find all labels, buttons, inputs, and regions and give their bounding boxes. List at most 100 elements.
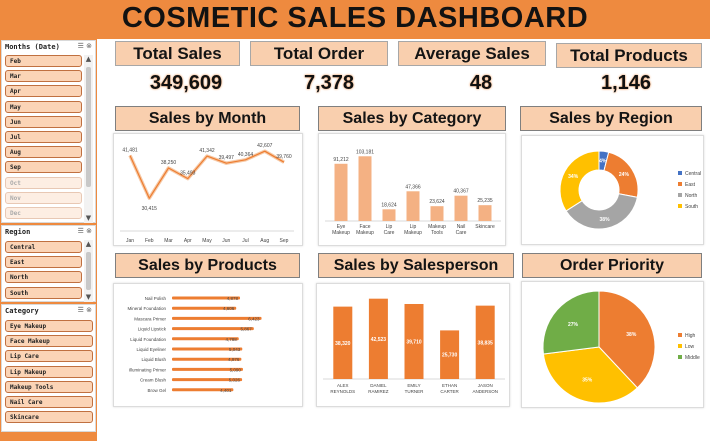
slicer-item-aug[interactable]: Aug xyxy=(5,146,82,159)
category-tick-label: Care xyxy=(384,230,395,236)
slicer-item-nail-care[interactable]: Nail Care xyxy=(5,396,93,408)
scroll-down-icon[interactable]: ▼ xyxy=(85,293,92,301)
salesperson-data-label: 42,523 xyxy=(371,337,387,343)
product-data-label: 4,878 xyxy=(227,296,239,301)
salesperson-tick-label: JASON xyxy=(478,383,493,388)
slicer-item-nov[interactable]: Nov xyxy=(5,191,82,204)
slicer-item-sep[interactable]: Sep xyxy=(5,161,82,174)
month-tick-label: Aug xyxy=(260,238,269,244)
product-data-label: 5,090 xyxy=(230,367,242,372)
product-tick-label: Liquid Eyeliner xyxy=(136,347,166,352)
scroll-up-icon[interactable]: ▲ xyxy=(85,55,92,63)
region-data-label: 34% xyxy=(568,174,579,180)
region-legend-label: North xyxy=(685,193,697,199)
category-slicer-title: Category xyxy=(5,307,39,315)
category-tick-label: Nail xyxy=(457,224,466,230)
month-tick-label: Feb xyxy=(145,238,154,244)
region-slice xyxy=(565,193,638,230)
slicer-filter-icon[interactable]: ☰ ⊗ xyxy=(77,42,92,50)
priority-slice xyxy=(598,290,656,389)
sales-by-category-chart: 91,212EyeMakeup103,181FaceMakeup18,624Li… xyxy=(325,149,501,236)
salesperson-tick-label: REYNOLDS xyxy=(330,389,355,394)
dashboard-title: COSMETIC SALES DASHBOARD xyxy=(121,2,589,34)
region-legend-label: Central xyxy=(685,171,701,177)
product-bar xyxy=(172,316,262,320)
slicer-item-north[interactable]: North xyxy=(5,271,82,284)
slicer-item-oct[interactable]: Oct xyxy=(5,176,82,189)
category-bar xyxy=(358,156,372,221)
slicer-item-apr[interactable]: Apr xyxy=(5,85,82,98)
slicer-item-dec[interactable]: Dec xyxy=(5,207,82,219)
slicer-filter-icon[interactable]: ☰ ⊗ xyxy=(77,227,92,235)
product-tick-label: Mascara Primer xyxy=(134,316,166,321)
category-tick-label: Eye xyxy=(337,224,346,230)
slicer-item-central[interactable]: Central xyxy=(5,241,82,253)
salesperson-tick-label: ALEX xyxy=(337,383,349,388)
product-data-label: 6,423 xyxy=(248,316,260,321)
slicer-filter-icon[interactable]: ☰ ⊗ xyxy=(77,306,92,314)
month-data-label: 40,364 xyxy=(238,152,254,158)
months-scroll-thumb[interactable] xyxy=(86,67,91,187)
slicer-item-may[interactable]: May xyxy=(5,100,82,113)
slicer-item-lip-makeup[interactable]: Lip Makeup xyxy=(5,365,93,378)
month-tick-label: Sep xyxy=(280,238,289,244)
category-bar xyxy=(334,163,348,221)
slicer-item-east[interactable]: East xyxy=(5,256,82,269)
region-slicer: Region ☰ ⊗ Central East North South ▲ ▼ xyxy=(1,225,96,302)
month-data-label: 38,250 xyxy=(161,160,177,166)
category-data-label: 47,366 xyxy=(405,184,421,190)
priority-data-label: 35% xyxy=(582,378,593,384)
category-data-label: 103,181 xyxy=(356,149,374,155)
slicer-item-lip-care[interactable]: Lip Care xyxy=(5,350,93,363)
month-tick-label: Mar xyxy=(164,238,173,244)
region-legend-swatch xyxy=(678,182,682,186)
product-data-label: 5,043 xyxy=(229,347,241,352)
sales-by-month-panel: 41,481 Jan 30,415 Feb 38,250 Mar 35,493 Apr 41,3… xyxy=(113,133,303,246)
slicer-item-makeup-tools[interactable]: Makeup Tools xyxy=(5,380,93,393)
category-data-label: 18,624 xyxy=(381,202,397,208)
slicer-item-skincare[interactable]: Skincare xyxy=(5,411,93,424)
month-data-label: 39,760 xyxy=(276,154,292,160)
region-data-label: 4% xyxy=(599,159,607,165)
region-scrollbar[interactable]: ▲ ▼ xyxy=(84,240,93,302)
months-slicer-title: Months (Date) xyxy=(5,43,60,51)
region-legend-swatch xyxy=(678,193,682,197)
product-tick-label: Liquid Blush xyxy=(141,357,166,362)
product-data-label: 4,976 xyxy=(228,357,240,362)
slicer-item-eye-makeup[interactable]: Eye Makeup xyxy=(5,320,93,332)
kpi-total-order-label: Total Order xyxy=(250,41,388,66)
salesperson-tick-label: ANDERSON xyxy=(472,389,498,394)
slicer-item-jul[interactable]: Jul xyxy=(5,131,82,143)
priority-legend-swatch xyxy=(678,333,682,337)
scroll-down-icon[interactable]: ▼ xyxy=(85,214,92,222)
slicer-item-feb[interactable]: Feb xyxy=(5,55,82,67)
slicer-item-south[interactable]: South xyxy=(5,286,82,299)
months-scrollbar[interactable]: ▲ ▼ xyxy=(84,55,93,223)
slicer-item-mar[interactable]: Mar xyxy=(5,70,82,83)
salesperson-bar xyxy=(368,298,388,379)
salesperson-data-label: 39,710 xyxy=(406,339,422,345)
order-priority-label: Order Priority xyxy=(522,253,702,278)
product-tick-label: Illuminating Primer xyxy=(129,367,167,372)
category-tick-label: Makeup xyxy=(404,230,422,236)
slicer-item-face-makeup[interactable]: Face Makeup xyxy=(5,335,93,348)
category-data-label: 23,624 xyxy=(429,199,445,205)
month-data-label: 41,481 xyxy=(122,148,138,154)
order-priority-panel: 38% 35% 27% High Low Middle xyxy=(521,281,704,408)
month-series-line xyxy=(129,150,285,199)
region-scroll-thumb[interactable] xyxy=(86,252,91,290)
slicer-item-jun[interactable]: Jun xyxy=(5,115,82,128)
category-bar xyxy=(382,209,396,221)
salesperson-tick-label: TURNER xyxy=(405,389,424,394)
category-tick-label: Care xyxy=(456,230,467,236)
category-bar xyxy=(454,195,468,221)
region-data-label: 24% xyxy=(619,172,630,178)
scroll-up-icon[interactable]: ▲ xyxy=(85,240,92,248)
order-priority-chart: 38% 35% 27% High Low Middle xyxy=(542,290,700,404)
category-bar xyxy=(430,206,444,221)
salesperson-tick-label: CARTER xyxy=(440,389,459,394)
sales-by-region-panel: 4% 24% 38% 34% Central East North South xyxy=(521,135,704,245)
product-tick-label: Liquid Lipstick xyxy=(138,327,167,332)
category-bar xyxy=(478,205,492,221)
